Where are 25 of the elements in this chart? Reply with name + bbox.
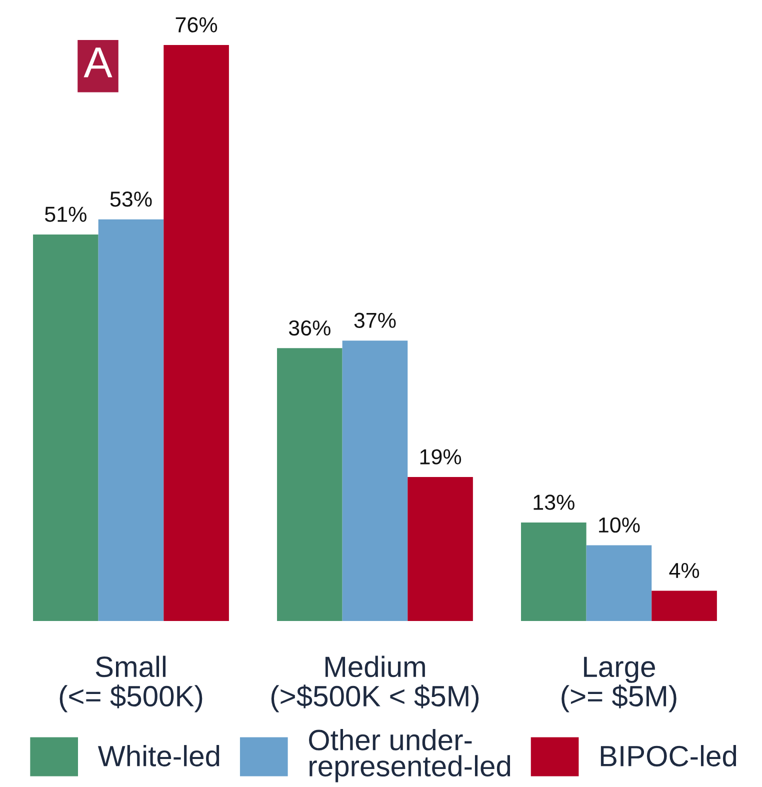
data-label: 10% — [599, 517, 640, 533]
bar — [98, 219, 164, 622]
bar — [342, 340, 408, 622]
bar — [33, 234, 98, 622]
bar — [652, 590, 717, 622]
annotation: A — [84, 48, 112, 78]
data-label: 53% — [110, 192, 152, 207]
bar — [586, 545, 652, 622]
data-label: 37% — [354, 312, 396, 328]
x-tick-label: Medium (>$500K < $5M) — [271, 656, 479, 712]
data-label: 19% — [420, 449, 462, 464]
data-label: 51% — [44, 206, 86, 222]
bar — [277, 348, 342, 622]
x-tick-label: Small (<= $500K) — [60, 656, 202, 712]
bar — [164, 45, 229, 622]
legend-label: White-led — [98, 745, 220, 766]
legend-label: Other under- represented-led — [309, 728, 510, 782]
x-tick-label: Large (>= $5M) — [562, 656, 676, 712]
legend-label: BIPOC-led — [600, 745, 736, 766]
bar — [521, 522, 586, 622]
data-label: 13% — [534, 494, 574, 510]
data-label: 4% — [669, 562, 700, 578]
data-label: 76% — [176, 17, 218, 32]
data-label: 36% — [288, 320, 330, 336]
bar — [408, 477, 473, 622]
